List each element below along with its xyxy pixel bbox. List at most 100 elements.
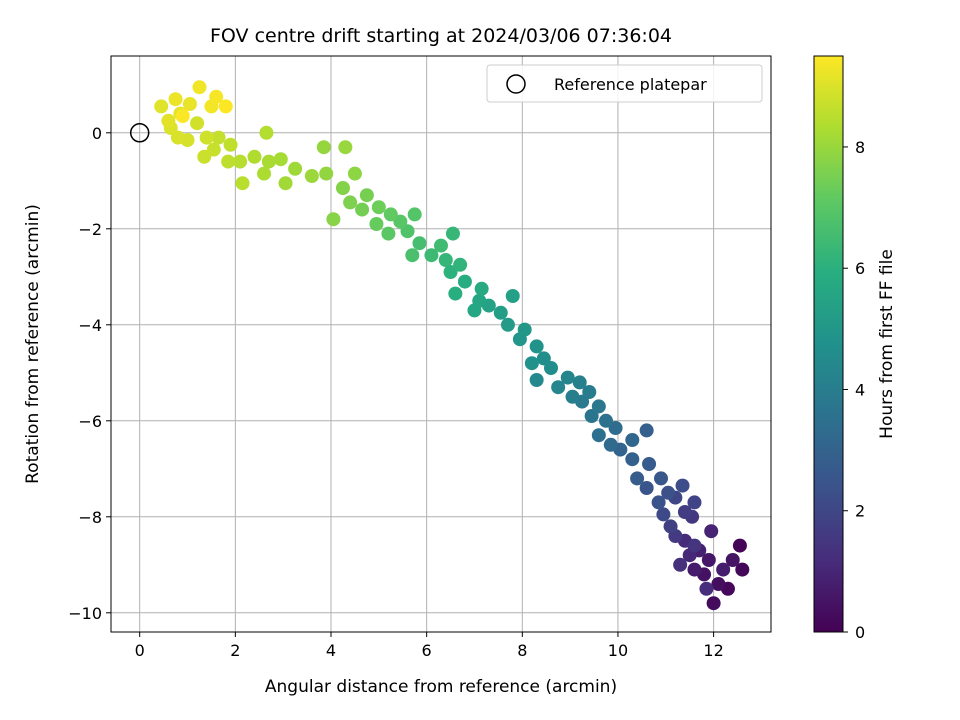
data-point — [371, 200, 386, 215]
data-point — [393, 214, 408, 229]
data-point — [407, 207, 422, 222]
data-point — [608, 421, 623, 435]
data-point — [529, 373, 544, 387]
data-point — [247, 149, 262, 164]
data-point — [677, 505, 692, 519]
x-tick-label: 0 — [135, 641, 145, 660]
data-point — [209, 89, 224, 104]
x-tick-label: 2 — [230, 641, 240, 660]
x-tick-label: 4 — [326, 641, 336, 660]
data-point — [704, 524, 719, 539]
data-point — [572, 375, 587, 390]
x-tick-label: 12 — [703, 641, 723, 660]
data-point — [319, 166, 334, 181]
colorbar-gradient — [813, 55, 844, 633]
data-point — [192, 80, 207, 95]
y-tick-label: 0 — [92, 124, 102, 143]
data-point — [259, 125, 274, 140]
data-point — [699, 581, 714, 596]
x-tick-label: 6 — [422, 641, 432, 660]
data-point — [474, 281, 489, 296]
data-point — [273, 152, 288, 167]
data-point — [453, 257, 468, 272]
data-point — [687, 495, 702, 510]
data-point — [706, 596, 721, 611]
y-axis-label: Rotation from reference (arcmin) — [23, 204, 43, 484]
data-point — [603, 437, 618, 452]
data-point — [278, 176, 293, 191]
data-point — [443, 265, 458, 279]
data-point — [663, 519, 678, 534]
legend-entry: Reference platepar — [554, 75, 707, 94]
data-point — [599, 413, 613, 428]
data-point — [338, 140, 353, 155]
data-point — [343, 195, 358, 210]
x-tick-label: 8 — [517, 641, 527, 660]
data-point — [445, 226, 460, 241]
data-point — [639, 423, 654, 438]
data-point — [182, 97, 197, 111]
data-point — [369, 217, 384, 231]
chart-title: FOV centre drift starting at 2024/03/06 … — [210, 25, 672, 47]
data-point — [701, 553, 716, 567]
data-point — [536, 351, 551, 366]
data-point — [424, 248, 439, 263]
colorbar-tick-label: 0 — [855, 623, 865, 642]
data-point — [675, 478, 690, 493]
data-point — [335, 181, 350, 195]
data-point — [687, 538, 702, 553]
data-point — [355, 202, 370, 217]
colorbar-tick-label: 2 — [855, 502, 865, 521]
data-point — [170, 130, 185, 145]
data-point — [630, 471, 645, 486]
data-point — [639, 481, 654, 495]
legend-marker-icon — [506, 74, 526, 94]
data-point — [405, 248, 420, 263]
data-point — [316, 140, 331, 155]
data-point — [711, 577, 726, 591]
data-point — [500, 317, 515, 332]
data-point — [467, 303, 482, 318]
data-point — [261, 154, 276, 169]
colorbar-tick-label: 8 — [855, 138, 865, 157]
data-point — [223, 137, 238, 152]
colorbar-label: Hours from first FF file — [877, 249, 897, 439]
data-point — [560, 370, 575, 385]
y-tick-label: −4 — [78, 316, 102, 335]
data-point — [199, 130, 214, 145]
data-point — [529, 339, 544, 354]
data-point — [304, 169, 319, 183]
legend-box — [486, 64, 763, 103]
data-point — [582, 385, 597, 399]
data-point — [651, 495, 666, 510]
data-point — [438, 253, 453, 267]
colorbar-tick-label: 4 — [855, 380, 865, 399]
data-point — [383, 207, 398, 222]
y-tick-label: −2 — [78, 220, 102, 239]
y-axis-ticks: 0 −2 −4 −6 −8 −10 — [68, 124, 111, 623]
data-point — [661, 485, 676, 500]
y-tick-label: −6 — [78, 412, 102, 431]
data-point — [211, 130, 226, 145]
data-point — [584, 409, 599, 423]
colorbar: 0 2 4 6 8 Hours from first FF file — [813, 55, 897, 642]
data-point — [326, 212, 341, 227]
data-point — [687, 562, 702, 577]
data-point — [288, 161, 303, 176]
data-point — [412, 236, 427, 251]
data-point — [673, 557, 688, 572]
scatter-points — [154, 80, 750, 611]
data-point — [725, 553, 740, 567]
data-point — [235, 176, 250, 191]
data-point — [591, 399, 606, 414]
data-point — [505, 289, 520, 303]
y-tick-label: −8 — [78, 508, 102, 527]
data-point — [457, 274, 472, 289]
data-point — [591, 428, 606, 443]
data-point — [197, 149, 212, 164]
data-point — [257, 166, 272, 181]
data-point — [434, 238, 448, 253]
data-point — [544, 361, 558, 375]
data-point — [218, 99, 233, 114]
data-point — [359, 188, 374, 203]
